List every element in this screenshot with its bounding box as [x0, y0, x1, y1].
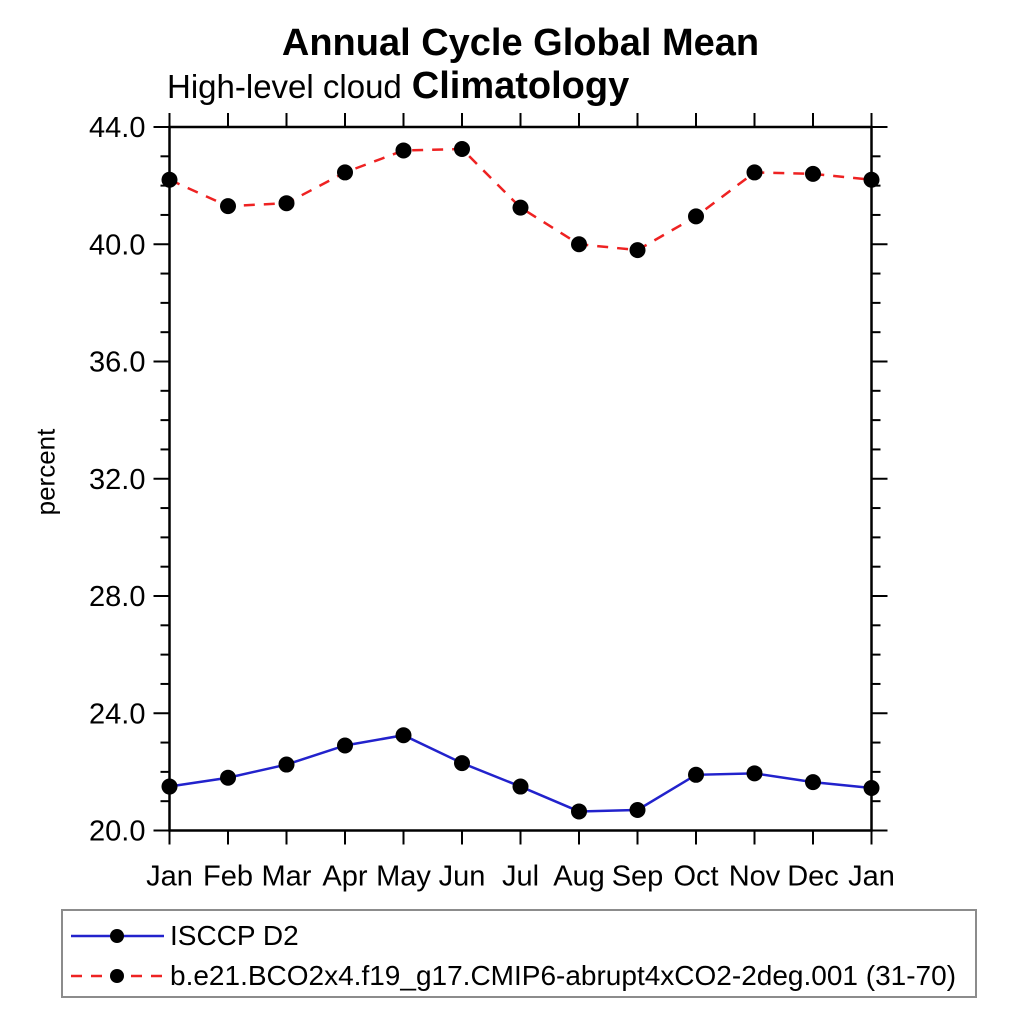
data-point-1-Nov: [746, 164, 763, 181]
data-point-1-Feb: [220, 198, 236, 215]
data-point-0-Nov: [746, 765, 763, 782]
y-tick-label: 28.0: [89, 581, 145, 613]
x-tick-label: Aug: [553, 861, 605, 893]
x-tick-label: Sep: [612, 861, 664, 893]
data-point-1-Oct: [688, 208, 704, 225]
x-tick-label: Dec: [787, 861, 839, 893]
y-tick-label: 44.0: [89, 112, 145, 144]
series-line-0: [169, 733, 872, 813]
data-point-1-Jan: [863, 171, 880, 188]
data-point-0-Mar: [278, 756, 295, 773]
data-point-1-Mar: [278, 195, 295, 212]
legend-line-sample-solid: [71, 929, 164, 943]
data-point-0-Jul: [512, 778, 529, 795]
data-point-1-Jun: [454, 140, 470, 157]
y-tick-label: 32.0: [89, 464, 145, 496]
y-tick-label: 24.0: [89, 698, 145, 730]
chart-title: Annual Cycle Global Mean Climatology: [281, 22, 760, 107]
data-point-0-Dec: [805, 774, 821, 791]
x-tick-label: Feb: [203, 861, 253, 893]
data-point-0-Jan: [161, 778, 178, 795]
series-line-1: [168, 147, 872, 252]
data-point-1-Jul: [512, 199, 529, 216]
legend-label-isccp: ISCCP D2: [170, 920, 299, 951]
data-point-1-Apr: [337, 164, 353, 181]
x-tick-label: Apr: [322, 861, 367, 893]
plot-frame: [168, 125, 873, 832]
data-point-0-Jan: [863, 779, 880, 796]
data-point-0-Sep: [629, 801, 646, 818]
data-point-0-Feb: [220, 769, 236, 786]
data-point-1-Aug: [571, 236, 587, 253]
legend-box: ISCCP D2 b.e21.BCO2x4.f19_g17.CMIP6-abru…: [61, 909, 977, 998]
x-tick-label: Mar: [262, 861, 312, 893]
data-point-0-Jun: [454, 755, 470, 772]
data-point-1-May: [395, 142, 412, 159]
x-tick-label: Oct: [673, 861, 718, 893]
data-point-0-May: [395, 727, 412, 744]
data-point-1-Jan: [161, 171, 178, 188]
legend-label-model: b.e21.BCO2x4.f19_g17.CMIP6-abrupt4xCO2-2…: [170, 960, 957, 991]
legend-marker-1: [110, 969, 124, 983]
x-tick-label: Jan: [146, 861, 193, 893]
x-tick-label: Jun: [439, 861, 486, 893]
data-point-0-Aug: [571, 803, 587, 820]
data-point-0-Oct: [688, 766, 704, 783]
legend-marker-0: [110, 929, 124, 943]
x-tick-label: Jul: [502, 861, 539, 893]
x-tick-label: May: [376, 861, 431, 893]
data-point-1-Sep: [629, 242, 646, 259]
data-point-1-Dec: [805, 165, 821, 182]
x-tick-label: Nov: [729, 861, 781, 893]
y-tick-label: 20.0: [89, 816, 145, 848]
legend-entry-model: b.e21.BCO2x4.f19_g17.CMIP6-abrupt4xCO2-2…: [69, 960, 957, 991]
chart-subtitle: High-level cloud: [167, 68, 402, 105]
y-tick-label: 36.0: [89, 347, 145, 379]
x-tick-label: Jan: [848, 861, 895, 893]
y-tick-label: 40.0: [89, 229, 145, 261]
legend-line-sample-dashed: [71, 969, 164, 983]
data-point-0-Apr: [337, 737, 353, 754]
legend-entry-isccp: ISCCP D2: [69, 920, 299, 951]
